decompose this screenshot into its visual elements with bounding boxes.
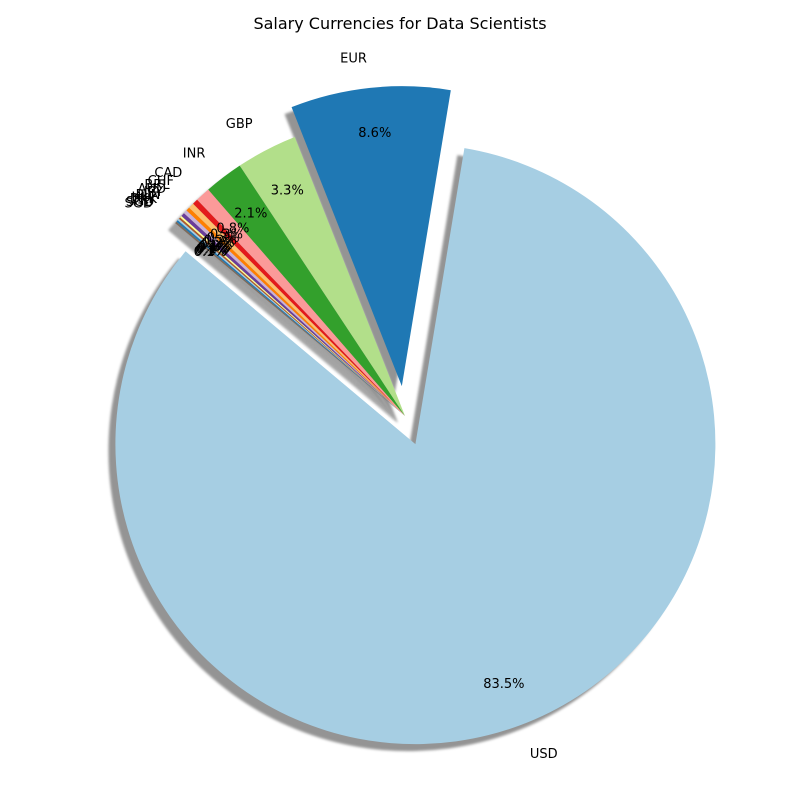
pct-label-aud-7: 0.2% — [204, 234, 237, 249]
pie-slice-try-12 — [177, 218, 405, 416]
slice-label-pln-9: PLN — [136, 188, 161, 203]
pie-slice-gbp-2 — [239, 136, 405, 417]
label-layer: USD 83.5% EUR 8.6% GBP 3.3% INR 2.1% CAD 0.8% CHF 0… — [125, 52, 558, 763]
slice-shadow-sgd-13 — [169, 227, 398, 423]
slice-label-jpy-8: JPY — [143, 185, 163, 200]
chart-title: Salary Currencies for Data Scientists — [253, 14, 546, 33]
slice-shadow-try-12 — [170, 225, 398, 423]
pie-slice-cad-4 — [197, 189, 405, 416]
pct-label-inr-3: 2.1% — [234, 206, 267, 221]
pie-slice-sgd-14 — [175, 221, 405, 416]
pie-slice-dkk-11 — [178, 217, 405, 416]
pie-slice-jpy-8 — [183, 210, 405, 416]
pct-label-gbp-2: 3.3% — [271, 183, 304, 198]
pie-slice-sgd-13 — [176, 220, 405, 416]
slice-label-brl-6: BRL — [144, 178, 170, 193]
slice-label-sgd-13: SGD — [126, 195, 154, 210]
slice-label-sgd-14: SGD — [125, 197, 153, 212]
slice-label-eur-1: EUR — [340, 52, 367, 67]
pct-label-cad-4: 0.8% — [216, 221, 249, 236]
slice-shadow-huf-10 — [173, 223, 398, 423]
slice-shadow-sgd-14 — [168, 228, 398, 423]
pct-label-dkk-11: 0.1% — [197, 241, 230, 256]
pie-slice-brl-6 — [189, 203, 405, 416]
pct-label-huf-10: 0.1% — [198, 240, 231, 255]
slice-label-try-12: TRY — [131, 193, 156, 208]
slice-shadow-pln-9 — [174, 220, 398, 423]
pie-slice-aud-7 — [186, 207, 405, 416]
pie-slice-chf-5 — [193, 199, 405, 416]
slice-layer — [115, 86, 716, 745]
pct-label-brl-6: 0.3% — [207, 231, 240, 246]
pct-label-sgd-14: 0.1% — [194, 245, 227, 260]
slice-label-dkk-11: DKK — [130, 192, 158, 207]
slice-label-huf-10: HUF — [132, 190, 159, 205]
pct-label-try-12: 0.1% — [196, 243, 229, 258]
pct-label-eur-1: 8.6% — [358, 126, 391, 141]
slice-label-usd-0: USD — [530, 747, 558, 762]
slice-label-chf-5: CHF — [148, 174, 174, 189]
pct-label-usd-0: 83.5% — [483, 677, 524, 692]
slice-label-gbp-2: GBP — [226, 117, 253, 132]
slice-shadow-dkk-11 — [171, 224, 398, 423]
pct-label-sgd-13: 0.1% — [195, 244, 228, 259]
pie-slice-huf-10 — [180, 216, 405, 416]
pct-label-jpy-8: 0.2% — [202, 236, 235, 251]
pie-slice-inr-3 — [208, 165, 405, 416]
pie-slice-usd-0 — [115, 148, 716, 745]
slice-label-aud-7: AUD — [138, 182, 166, 197]
slice-label-cad-4: CAD — [154, 166, 182, 181]
pie-slice-eur-1 — [291, 86, 451, 387]
pct-label-chf-5: 0.3% — [210, 227, 243, 242]
pie-slice-pln-9 — [181, 213, 405, 416]
pct-label-pln-9: 0.2% — [199, 238, 232, 253]
slice-label-inr-3: INR — [183, 147, 206, 162]
